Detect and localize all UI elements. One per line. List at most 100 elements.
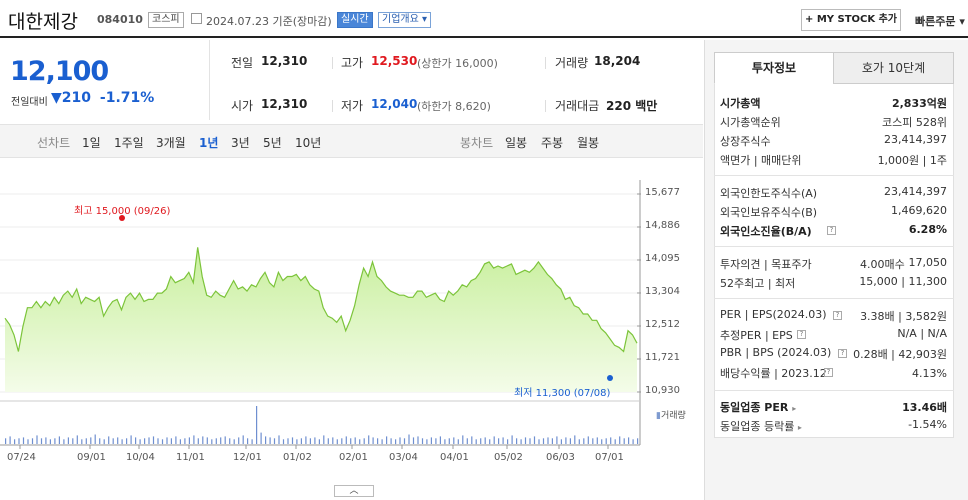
- divider: [714, 390, 954, 391]
- x-tick-label: 11/01: [176, 452, 205, 463]
- period-tab[interactable]: 1일: [82, 136, 101, 150]
- volume-bar: [287, 438, 289, 444]
- volume-bar: [399, 437, 401, 444]
- change-label: 전일대비: [11, 97, 48, 108]
- volume-bar: [592, 438, 594, 444]
- volume-bar: [126, 438, 128, 444]
- realtime-badge[interactable]: 실시간: [337, 12, 373, 28]
- period-tab[interactable]: 10년: [295, 136, 322, 150]
- chevron-down-icon: ▾: [959, 15, 965, 28]
- stock-name: 대한제강: [8, 11, 78, 33]
- price-chart[interactable]: [0, 160, 703, 485]
- volume-bar: [395, 439, 397, 445]
- volume-bar: [372, 437, 374, 444]
- volume-bar: [144, 438, 146, 444]
- x-tick-label: 06/03: [546, 452, 575, 463]
- volume-bar: [336, 439, 338, 445]
- period-tab[interactable]: 5년: [263, 136, 282, 150]
- tab-orderbook[interactable]: 호가 10단계: [833, 52, 954, 84]
- volume-bar: [256, 406, 258, 444]
- industry-per-value: 13.46배: [902, 401, 947, 414]
- volume-bar: [551, 438, 553, 444]
- help-icon[interactable]: ?: [833, 311, 842, 320]
- low-value: 12,040: [371, 97, 418, 111]
- volume-bar: [179, 439, 181, 445]
- volume-bar: [193, 435, 195, 444]
- volume-bar: [117, 437, 119, 444]
- y-tick-label: 11,721: [645, 352, 680, 363]
- volume-bar: [480, 438, 482, 444]
- volume-bar: [354, 437, 356, 444]
- volume-bar: [412, 437, 415, 444]
- x-tick-label: 01/02: [283, 452, 312, 463]
- volume-value: 18,204: [594, 54, 641, 68]
- market-cap-rank-value: 코스피 528위: [882, 116, 947, 129]
- amount-value: 220 백만: [606, 99, 658, 113]
- help-icon[interactable]: ?: [838, 349, 847, 358]
- market-cap-value: 2,833억원: [891, 97, 947, 110]
- volume-bar: [139, 439, 141, 445]
- line-chart-label: 선차트: [37, 136, 71, 150]
- week52-value: 15,000 | 11,300: [859, 275, 947, 288]
- par-value: 1,000원 | 1주: [877, 154, 947, 167]
- volume-bar: [103, 439, 105, 445]
- volume-bar: [444, 439, 446, 445]
- volume-bar: [188, 437, 190, 444]
- candle-period-tab[interactable]: 월봉: [577, 136, 600, 150]
- help-icon[interactable]: ?: [824, 368, 833, 377]
- candle-period-tab[interactable]: 일봉: [505, 136, 528, 150]
- volume-bar: [560, 439, 562, 445]
- quick-order-button[interactable]: 빠른주문 ▾: [915, 15, 965, 28]
- volume-bar: [282, 439, 285, 445]
- info-box: [714, 84, 954, 438]
- volume-bar: [381, 439, 383, 445]
- volume-bar: [9, 436, 11, 444]
- add-mystock-button[interactable]: + MY STOCK 추가: [801, 9, 901, 31]
- calendar-icon: [191, 13, 202, 24]
- foreign-limit-value: 23,414,397: [884, 185, 947, 198]
- volume-bar: [85, 438, 87, 444]
- volume-bar: [430, 437, 432, 444]
- period-tab[interactable]: 3년: [231, 136, 250, 150]
- period-tab[interactable]: 1년: [199, 136, 219, 150]
- current-price: 12,100: [10, 56, 109, 87]
- industry-change-value: -1.54%: [908, 418, 947, 431]
- volume-bar: [498, 438, 500, 444]
- volume-bar: [489, 439, 491, 445]
- volume-bar: [623, 438, 625, 444]
- help-icon[interactable]: ?: [797, 330, 806, 339]
- candle-chart-label: 봉차트: [460, 136, 494, 150]
- period-tab[interactable]: 3개월: [156, 136, 186, 150]
- y-tick-label: 14,095: [645, 252, 680, 264]
- volume-bar: [601, 439, 603, 445]
- period-tab[interactable]: 1주일: [114, 136, 144, 150]
- volume-bar: [610, 437, 612, 444]
- volume-bar: [224, 436, 226, 444]
- volume-bar: [215, 438, 217, 444]
- volume-bar: [94, 434, 96, 444]
- base-date: 2024.07.23 기준(장마감): [206, 15, 332, 28]
- y-tick-label: 15,677: [645, 187, 680, 198]
- x-tick-label: 02/01: [339, 452, 368, 463]
- volume-bar: [556, 436, 558, 444]
- help-icon[interactable]: ?: [827, 226, 836, 235]
- volume-bar: [323, 435, 325, 444]
- company-overview-button[interactable]: 기업개요 ▾: [378, 12, 432, 28]
- divider: [545, 57, 546, 69]
- volume-bar: [524, 437, 527, 444]
- volume-bar: [67, 437, 69, 444]
- opinion-value: 4.00매수: [860, 258, 905, 271]
- tab-investment-info[interactable]: 투자정보: [714, 52, 834, 84]
- volume-bar: [90, 437, 92, 444]
- volume-bar: [578, 439, 580, 445]
- divider: [332, 100, 333, 112]
- volume-bar: [135, 437, 137, 444]
- collapse-button[interactable]: ︿: [334, 485, 374, 497]
- volume-bar: [439, 436, 441, 444]
- volume-bar: [403, 438, 406, 444]
- candle-period-tab[interactable]: 주봉: [541, 136, 564, 150]
- volume-bar: [148, 437, 150, 444]
- upper-limit: (상한가 16,000): [417, 57, 498, 70]
- volume-bar: [81, 439, 83, 445]
- volume-bar: [386, 436, 388, 444]
